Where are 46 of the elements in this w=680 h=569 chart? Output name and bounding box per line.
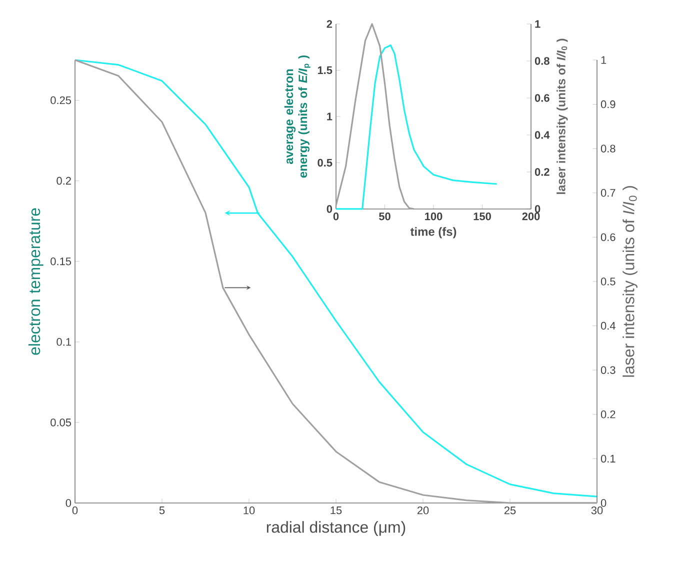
y2-tick-label: 0.6 [600,233,616,242]
y-tick-label: 1 [327,112,332,120]
y2-tick-label: 0.4 [534,131,550,139]
x-tick-label: 15 [330,506,342,514]
x-tick-label: 0 [72,506,78,514]
y2-tick-label: 1 [535,20,540,28]
y-axis-title: electron temperature [28,208,44,355]
y2-axis-title: laser intensity (units of I/I$_{0}$ ) [622,186,638,377]
y-tick-label: 0.25 [50,96,72,104]
y-tick-label: 0 [66,499,72,507]
y-tick-label: 0.05 [50,418,72,426]
y-tick-label: 0.5 [318,158,332,167]
x-tick-label: 0 [333,212,339,220]
x-tick-label: 5 [159,506,165,514]
y2-tick-label: 1 [601,56,606,64]
y2-tick-label: 0 [534,205,540,213]
y-tick-label: 0.1 [56,338,71,346]
x-tick-label: 200 [522,212,540,220]
y2-tick-label: 0.4 [600,322,616,330]
x-axis-title: radial distance (μm) [266,521,406,536]
x-tick-label: 20 [417,506,429,514]
y2-tick-label: 0.6 [534,94,550,102]
y2-tick-label: 0.9 [600,100,616,108]
y-tick-label: 0.2 [56,176,71,185]
y2-tick-label: 0.2 [534,168,550,176]
y-tick-label: 2 [326,20,332,28]
x-tick-label: 50 [379,212,390,220]
y2-axis-title: laser intensity (units of I/I$_{0}$ ) [556,38,568,194]
x-tick-label: 150 [474,212,491,220]
x-tick-label: 10 [244,506,255,514]
y2-tick-label: 0.7 [600,189,616,197]
x-axis-title: time (fs) [410,227,456,238]
y2-tick-label: 0.8 [534,57,550,65]
y2-tick-label: 0.8 [600,144,616,152]
x-tick-label: 25 [504,506,516,514]
y-tick-label: 1.5 [318,66,332,74]
y2-tick-label: 0.3 [600,366,616,374]
y2-tick-label: 0.2 [600,410,616,418]
y-tick-label: 0.15 [50,257,72,266]
x-tick-label: 100 [425,212,442,220]
y-tick-label: 0 [326,205,332,213]
y2-tick-label: 0 [600,499,606,507]
y2-tick-label: 0.5 [600,278,616,286]
line-series [335,44,498,210]
x-tick-label: 30 [591,506,603,514]
y2-tick-label: 0.1 [600,454,616,463]
